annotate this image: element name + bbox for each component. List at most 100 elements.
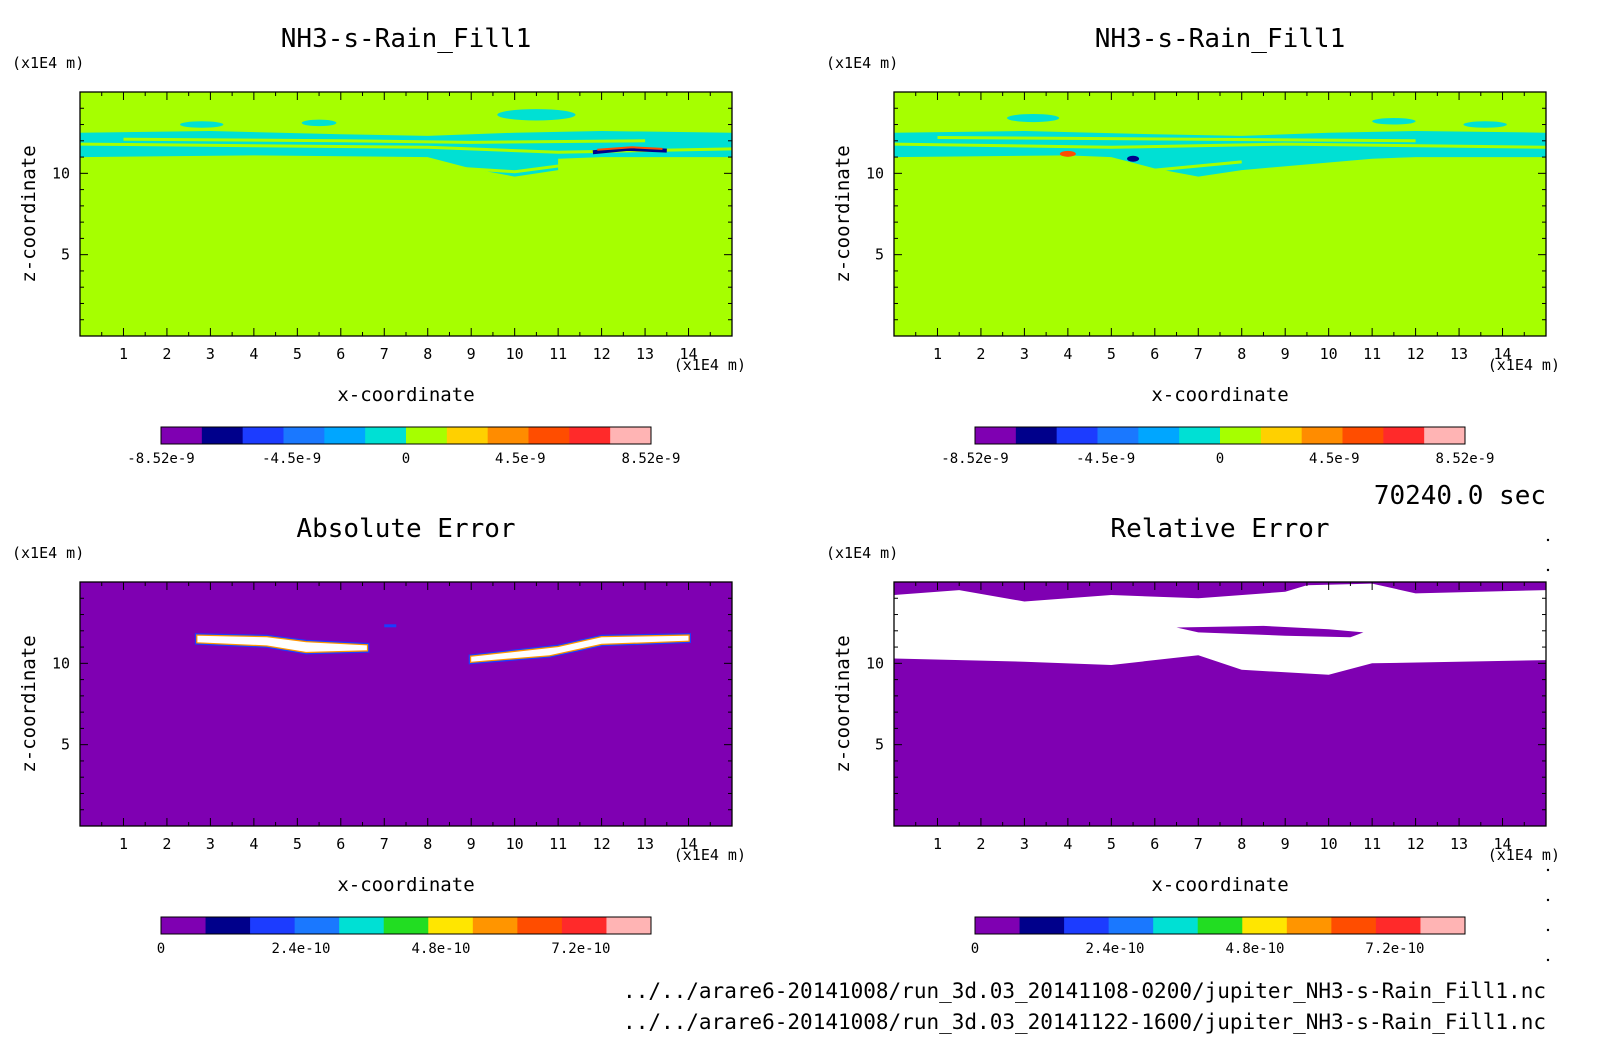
x-unit-label: (x1E4 m) [1488,356,1560,374]
colorbar-swatch [1197,917,1243,934]
y-unit-label: (x1E4 m) [826,544,898,562]
cloud-layer [894,131,1546,177]
colorbar-frame [974,426,1466,445]
colorbar-label: -4.5e-9 [1076,451,1135,467]
x-tick-label: 9 [1281,345,1290,363]
neg-extreme-streak [1127,155,1140,162]
margin-dot [1546,958,1550,962]
colorbar-label: -8.52e-9 [941,451,1008,467]
panel-1: NH3-s-Rain_Fill1(x1E4 m)1 2 3 4 5 6 7 8 9 10 11 12 1… [12,24,746,467]
colorbar-swatch [487,427,529,444]
colorbar-swatch [1383,427,1425,444]
x-tick-label: 3 [206,835,215,853]
x-tick-label: 11 [1363,835,1381,853]
colorbar-label: 4.8e-10 [1225,941,1284,957]
y-tick-label: 10 [52,654,70,672]
y-tick-label: 10 [866,654,884,672]
margin-dot [1546,568,1550,572]
colorbar-swatch [610,427,652,444]
cloud-blob [1007,113,1060,123]
colorbar-swatch [1331,917,1377,934]
colorbar-frame [160,916,652,935]
colorbar-swatch [1138,427,1180,444]
x-unit-label: (x1E4 m) [674,846,746,864]
x-tick-label: 7 [1194,835,1203,853]
colorbar-swatch [472,917,518,934]
y-tick-label: 5 [875,736,884,754]
x-tick-label: 12 [593,835,611,853]
neg-extreme-streak [592,146,667,155]
y-tick-label: 5 [61,736,70,754]
colorbar: 0 2.4e-10 4.8e-10 7.2e-10 [971,916,1466,957]
x-tick-label: 6 [336,835,345,853]
colorbar-swatch [324,427,366,444]
colorbar-swatch [1015,427,1058,444]
colorbar-label: 7.2e-10 [1365,941,1424,957]
colorbar-swatch [161,917,207,934]
colorbar-swatch [205,917,251,934]
y-tick-label: 5 [61,246,70,264]
margin-dot [1546,538,1550,542]
x-tick-label: 5 [293,345,302,363]
pos-extreme-streak [1059,150,1076,157]
error-patch [471,635,689,662]
y-axis-label: z-coordinate [18,635,40,772]
colorbar-swatch [446,427,489,444]
colorbar-swatch [339,917,385,934]
x-tick-label: 1 [933,345,942,363]
x-tick-label: 5 [293,835,302,853]
error-patch [197,635,367,652]
colorbar-label: 0 [402,451,410,467]
x-tick-label: 7 [380,835,389,853]
colorbar-swatch [428,917,474,934]
x-tick-label: 4 [1063,345,1072,363]
colorbar-swatch [365,427,407,444]
colorbar-swatch [1179,427,1221,444]
cloud-blob [497,109,576,121]
colorbar-swatch [606,917,652,934]
x-tick-label: 9 [467,835,476,853]
x-tick-label: 7 [1194,345,1203,363]
colorbar-swatch [1242,917,1288,934]
x-tick-label: 4 [249,345,258,363]
y-tick-label: 5 [875,246,884,264]
x-tick-label: 14 [680,345,698,363]
colorbar: -8.52e-9 -4.5e-9 0 4.5e-9 8.52e-9 [941,426,1495,467]
panel-title: NH3-s-Rain_Fill1 [1095,24,1345,54]
colorbar-label: 0 [971,941,979,957]
colorbar-swatch [1097,427,1139,444]
x-tick-label: 13 [1450,345,1468,363]
x-tick-label: 8 [1237,835,1246,853]
x-tick-label: 9 [1281,835,1290,853]
x-tick-label: 10 [1320,835,1338,853]
layer-streak [894,142,1546,149]
colorbar-swatch [569,427,611,444]
margin-dot [1546,928,1550,932]
y-axis-label: z-coordinate [832,635,854,772]
x-tick-label: 5 [1107,345,1116,363]
margin-dot [1546,898,1550,902]
x-tick-label: 14 [680,835,698,853]
panel-title: Relative Error [1110,514,1329,544]
x-tick-label: 6 [336,345,345,363]
colorbar-swatch [242,427,284,444]
x-tick-label: 2 [162,835,171,853]
x-tick-label: 3 [1020,835,1029,853]
x-tick-label: 1 [119,345,128,363]
y-unit-label: (x1E4 m) [826,54,898,72]
colorbar: 0 2.4e-10 4.8e-10 7.2e-10 [157,916,652,957]
plot-area [80,92,732,336]
colorbar-swatch [283,427,325,444]
x-tick-label: 2 [162,345,171,363]
colorbar-swatch [1375,917,1421,934]
colorbar-swatch [1220,427,1262,444]
purple-inclusion [1176,625,1364,638]
colorbar-swatch [561,917,607,934]
field-features [194,624,691,665]
layer-streak [937,136,1416,143]
plot-area [80,582,732,826]
x-tick-label: 1 [119,835,128,853]
colorbar-swatch [161,427,203,444]
colorbar-swatch [975,917,1021,934]
x-tick-label: 8 [1237,345,1246,363]
